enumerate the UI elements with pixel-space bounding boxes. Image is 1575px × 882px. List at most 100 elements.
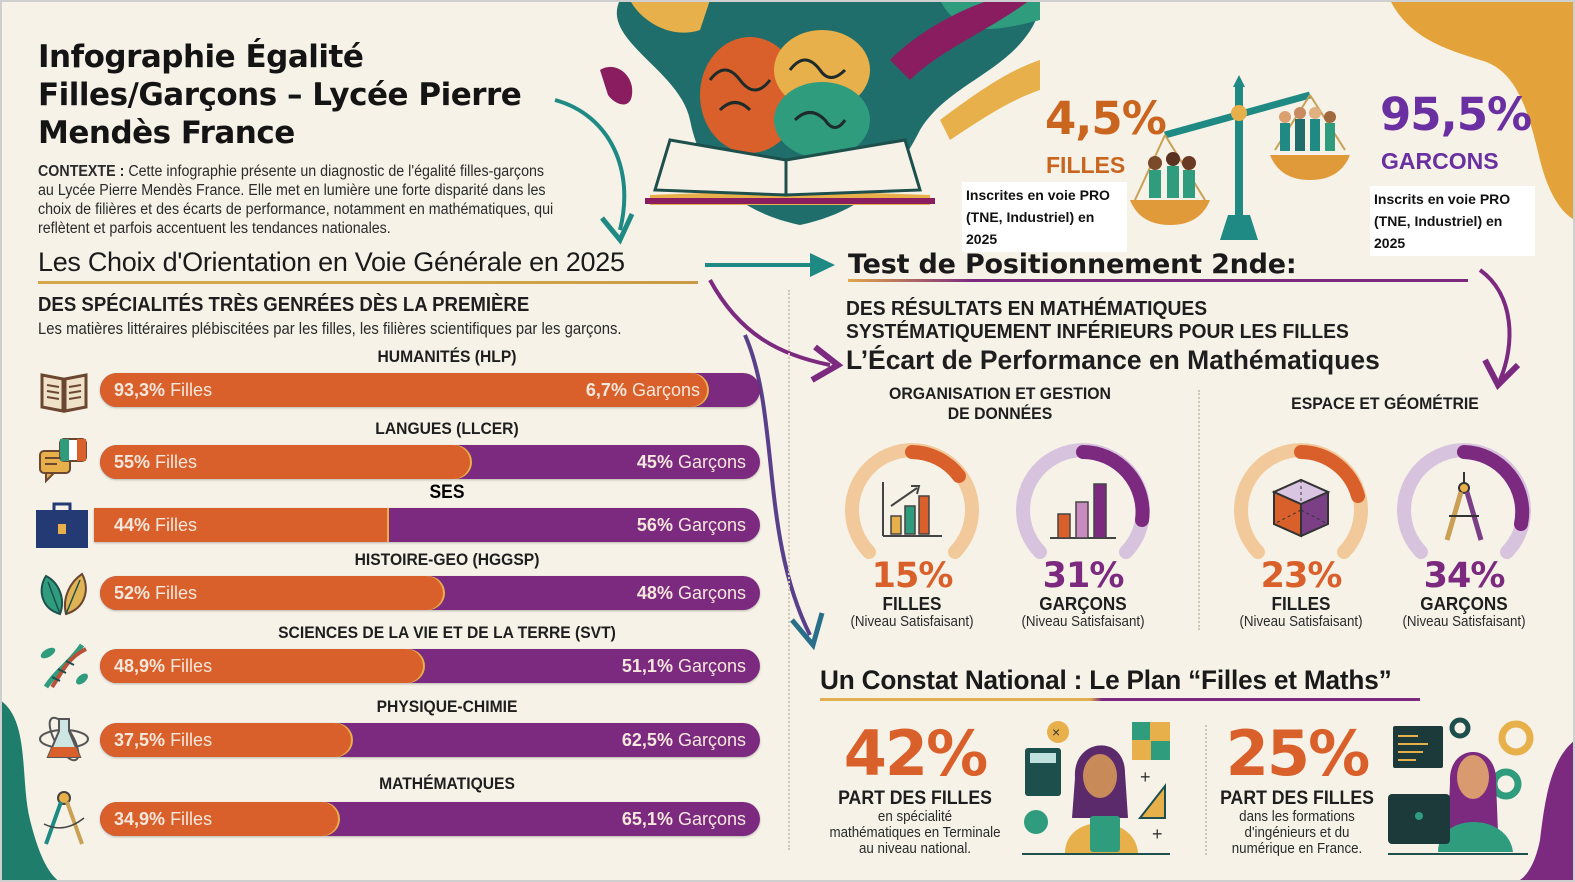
arrow-down-icon	[1478, 268, 1521, 390]
bar-garcons-text: 56% Garçons	[636, 515, 746, 535]
bar-garcons-text: 45% Garçons	[636, 452, 746, 472]
bar-segment-filles	[100, 576, 444, 610]
bar-segment-filles	[100, 723, 351, 757]
gauge-donnees-filles: 15% FILLES (Niveau Satisfaisant)	[837, 440, 987, 631]
orientation-subtitle: DES SPÉCIALITÉS TRÈS GENRÉES DÈS LA PREM…	[38, 294, 530, 316]
bar-label: SES	[429, 482, 465, 503]
stat-title: PART DES FILLES	[838, 788, 992, 809]
bar-label: PHYSIQUE-CHIMIE	[376, 697, 518, 716]
gauge-donnees-garcons: 31% GARÇONS (Niveau Satisfaisant)	[1008, 440, 1158, 631]
gauge-value: 34%	[1423, 556, 1506, 596]
bar-garcons-text: 62,5% Garçons	[621, 730, 746, 750]
stacked-bar: 55% Filles 45% Garçons	[100, 445, 760, 479]
orientation-underline	[38, 281, 698, 284]
gauge-geometrie-garcons: 34% GARÇONS (Niveau Satisfaisant)	[1389, 440, 1539, 631]
girl-at-computer-icon	[1388, 717, 1534, 855]
cube-icon	[1271, 478, 1331, 538]
stat-desc: en spécialité mathématiques en Terminale…	[829, 809, 1001, 857]
orientation-title: Les Choix d'Orientation en Voie Générale…	[38, 247, 625, 277]
orientation-description: Les matières littéraires plébiscitées pa…	[38, 320, 622, 338]
bar-segment-filles	[100, 373, 708, 407]
compass-icon	[43, 791, 85, 845]
positionnement-underline	[848, 279, 1468, 282]
bar-filles-text: 93,3% Filles	[114, 380, 213, 400]
stacked-bar: 34,9% Filles 65,1% Garçons	[100, 802, 760, 836]
pro-garcons-value: 95,5%	[1380, 88, 1532, 141]
positionnement-subtitle: DES RÉSULTATS EN MATHÉMATIQUES SYSTÉMATI…	[846, 297, 1349, 343]
context-label: CONTEXTE :	[38, 163, 125, 180]
gauge-ring	[1397, 443, 1531, 559]
dna-icon	[40, 643, 88, 689]
gauge-geometrie-filles: 23% FILLES (Niveau Satisfaisant)	[1226, 440, 1376, 631]
gauge-label: FILLES	[882, 594, 942, 614]
gauge-note: (Niveau Satisfaisant)	[1021, 614, 1145, 630]
positionnement-title: Test de Positionnement 2nde:	[848, 249, 1297, 280]
bar-label: MATHÉMATIQUES	[379, 774, 515, 793]
bar-segment-filles	[94, 508, 388, 542]
bar-label: SCIENCES DE LA VIE ET DE LA TERRE (SVT)	[278, 623, 616, 642]
title-line: Filles/Garçons – Lycée Pierre	[38, 77, 522, 113]
stacked-bar: 52% Filles 48% Garçons	[100, 576, 760, 610]
bar-garcons-text: 6,7% Garçons	[585, 380, 700, 400]
stacked-bar: 44% Filles 56% Garçons	[94, 508, 760, 542]
bar-filles-text: 52% Filles	[114, 583, 198, 603]
open-book-icon	[40, 373, 88, 413]
decorative-bottom-right-blob	[1515, 740, 1575, 882]
divider	[1198, 390, 1200, 630]
pro-filles-value: 4,5%	[1045, 92, 1167, 145]
bar-segment-filles	[100, 802, 338, 836]
bar-garcons-text: 51,1% Garçons	[621, 656, 746, 676]
leaves-icon	[40, 572, 87, 616]
gauge-value: 31%	[1042, 556, 1125, 596]
stat-title: PART DES FILLES	[1220, 788, 1374, 809]
national-underline	[820, 698, 1420, 701]
briefcase-icon	[36, 502, 88, 548]
bar-filles-text: 37,5% Filles	[114, 730, 213, 750]
stacked-bar: 48,9% Filles 51,1% Garçons	[100, 649, 760, 683]
page-title: Infographie Égalité Filles/Garçons – Lyc…	[38, 38, 598, 152]
svg-text:×: ×	[1052, 724, 1060, 740]
stacked-bar: 37,5% Filles 62,5% Garçons	[100, 723, 760, 757]
bar-segment-filles	[100, 649, 424, 683]
arrow-right-icon	[705, 253, 835, 277]
stat-desc: dans les formations d'ingénieurs et du n…	[1231, 809, 1363, 857]
gauge-ring	[1016, 443, 1150, 559]
bar-filles-text: 34,9% Filles	[114, 809, 213, 829]
svg-text:+: +	[1152, 824, 1163, 844]
bar-label: HUMANITÉS (HLP)	[377, 347, 517, 366]
gauge-note: (Niveau Satisfaisant)	[1239, 614, 1363, 630]
svg-text:+: +	[1140, 767, 1151, 787]
bar-garcons-text: 48% Garçons	[636, 583, 746, 603]
bar-label: LANGUES (LLCER)	[375, 419, 519, 438]
gauge-ring	[1234, 443, 1368, 559]
bar-label: HISTOIRE-GEO (HGGSP)	[354, 550, 540, 569]
group-title-geometrie: ESPACE ET GÉOMÉTRIE	[1291, 394, 1479, 413]
pro-filles-desc: Inscrites en voie PRO (TNE, Industriel) …	[962, 182, 1127, 252]
context-text: Cette infographie présente un diagnostic…	[38, 163, 554, 237]
gauge-ring	[845, 443, 979, 559]
bar-filles-text: 48,9% Filles	[114, 656, 213, 676]
gauge-label: GARÇONS	[1039, 594, 1127, 614]
bar-chart-up-icon	[882, 482, 942, 537]
positionnement-heading: L’Écart de Performance en Mathématiques	[846, 345, 1380, 375]
bar-segment-filles	[100, 445, 470, 479]
title-line: Infographie Égalité	[38, 39, 364, 75]
pro-garcons-desc: Inscrits en voie PRO (TNE, Industriel) e…	[1370, 186, 1535, 256]
gauge-value: 23%	[1260, 556, 1343, 596]
flask-atom-icon	[39, 716, 89, 762]
gauge-value: 15%	[871, 556, 954, 596]
bar-filles-text: 44% Filles	[114, 515, 198, 535]
bar-filles-text: 55% Filles	[114, 452, 198, 472]
pro-garcons-label: GARCONS	[1381, 148, 1499, 174]
girl-with-math-tools-icon: × + +	[1022, 721, 1170, 855]
national-title: Un Constat National : Le Plan “Filles et…	[820, 665, 1392, 695]
stat-national-maths: 42% PART DES FILLES en spécialité mathém…	[810, 717, 1020, 858]
divider	[788, 290, 790, 850]
stat-value: 42%	[843, 717, 988, 790]
gauge-note: (Niveau Satisfaisant)	[850, 614, 974, 630]
stat-national-ingenieurs: 25% PART DES FILLES dans les formations …	[1192, 717, 1402, 858]
compass-icon	[1444, 472, 1484, 541]
stacked-bar: 93,3% Filles 6,7% Garçons	[100, 373, 760, 407]
stat-value: 25%	[1225, 717, 1370, 790]
gauge-label: GARÇONS	[1420, 594, 1508, 614]
